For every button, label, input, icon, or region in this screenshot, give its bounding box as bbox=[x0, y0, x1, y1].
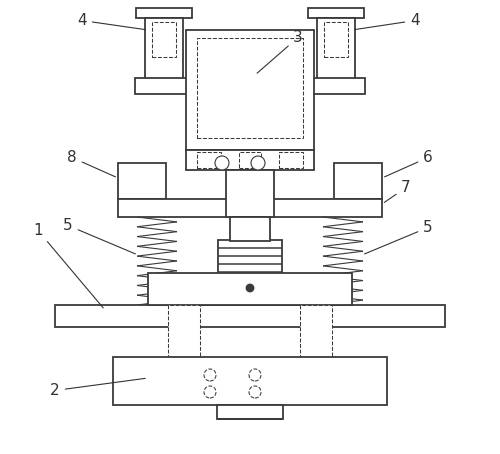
Bar bbox=[197, 152, 221, 168]
Bar bbox=[55, 305, 445, 327]
Bar bbox=[307, 78, 365, 94]
Bar bbox=[308, 8, 364, 18]
Circle shape bbox=[249, 386, 261, 398]
Bar bbox=[230, 217, 270, 241]
Bar bbox=[186, 30, 314, 150]
Circle shape bbox=[204, 369, 216, 381]
Text: 1: 1 bbox=[33, 223, 103, 308]
Text: 2: 2 bbox=[50, 378, 145, 398]
Text: 5: 5 bbox=[63, 218, 136, 254]
Text: 7: 7 bbox=[384, 180, 411, 202]
Circle shape bbox=[251, 156, 265, 170]
Circle shape bbox=[215, 156, 229, 170]
Text: 5: 5 bbox=[364, 220, 433, 254]
Text: 6: 6 bbox=[384, 150, 433, 177]
Bar bbox=[148, 273, 352, 305]
Text: 4: 4 bbox=[77, 13, 146, 30]
Circle shape bbox=[204, 386, 216, 398]
Bar bbox=[218, 240, 282, 305]
Circle shape bbox=[249, 369, 261, 381]
Bar bbox=[317, 18, 355, 86]
Bar bbox=[113, 357, 387, 405]
Bar bbox=[135, 78, 193, 94]
Bar bbox=[197, 38, 303, 138]
Circle shape bbox=[246, 285, 254, 291]
Bar bbox=[217, 405, 283, 419]
Text: 4: 4 bbox=[354, 13, 420, 30]
Bar bbox=[118, 163, 166, 199]
Bar bbox=[334, 163, 382, 199]
Bar bbox=[279, 152, 303, 168]
Bar bbox=[239, 152, 261, 168]
Text: 8: 8 bbox=[67, 150, 116, 177]
Bar bbox=[136, 8, 192, 18]
Bar bbox=[118, 199, 382, 217]
Bar bbox=[300, 305, 332, 357]
Bar bbox=[152, 22, 176, 57]
Bar bbox=[145, 18, 183, 86]
Text: 3: 3 bbox=[257, 30, 303, 73]
Bar bbox=[168, 305, 200, 357]
Bar bbox=[186, 150, 314, 170]
Bar bbox=[226, 170, 274, 217]
Bar bbox=[324, 22, 348, 57]
